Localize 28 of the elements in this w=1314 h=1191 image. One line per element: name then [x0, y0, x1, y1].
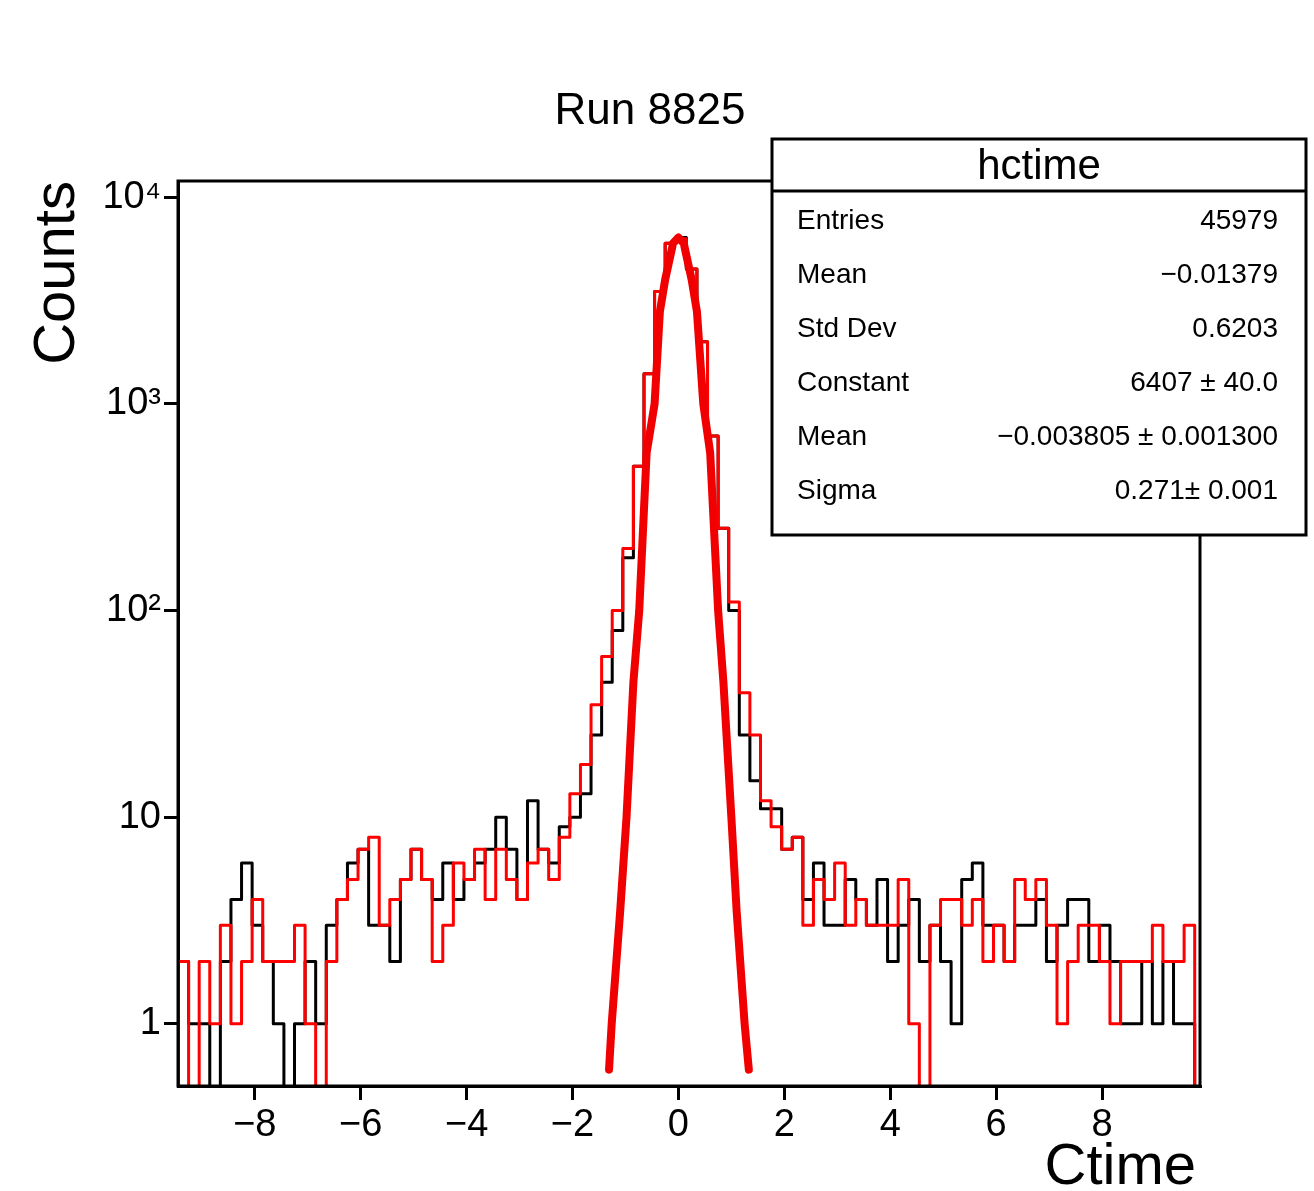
y-tick-label: 10 — [118, 793, 161, 836]
x-tick-label: 6 — [985, 1102, 1007, 1145]
y-axis-title: Counts — [21, 181, 86, 365]
x-tick-label: 4 — [879, 1102, 901, 1145]
y-tick-label: 10⁴ — [102, 173, 161, 216]
annotation: Mean — [797, 258, 868, 289]
annotation: Constant — [797, 366, 910, 397]
y-tick-label: 10² — [106, 587, 161, 630]
x-tick-label: −8 — [233, 1102, 277, 1145]
x-tick-label: −2 — [550, 1102, 595, 1145]
x-tick-label: 0 — [667, 1102, 689, 1145]
annotation: 6407 ± 40.0 — [1130, 366, 1278, 397]
annotation: −0.01379 — [1160, 258, 1278, 289]
annotation: 0.271± 0.001 — [1114, 474, 1278, 505]
annotation: hctime — [977, 141, 1101, 188]
annotation: 45979 — [1200, 204, 1278, 235]
x-tick-label: −6 — [339, 1102, 383, 1145]
annotation: Mean — [797, 420, 868, 451]
annotation: Std Dev — [797, 312, 897, 343]
x-tick-label: −4 — [444, 1102, 489, 1145]
y-tick-label: 1 — [139, 1000, 161, 1043]
annotation: Sigma — [797, 474, 877, 505]
x-tick-label: 2 — [773, 1102, 795, 1145]
chart-title: Run 8825 — [554, 84, 746, 133]
annotation: 0.6203 — [1192, 312, 1278, 343]
annotation: −0.003805 ± 0.001300 — [997, 420, 1278, 451]
annotation: Entries — [797, 204, 885, 235]
y-tick-label: 10³ — [106, 380, 161, 423]
